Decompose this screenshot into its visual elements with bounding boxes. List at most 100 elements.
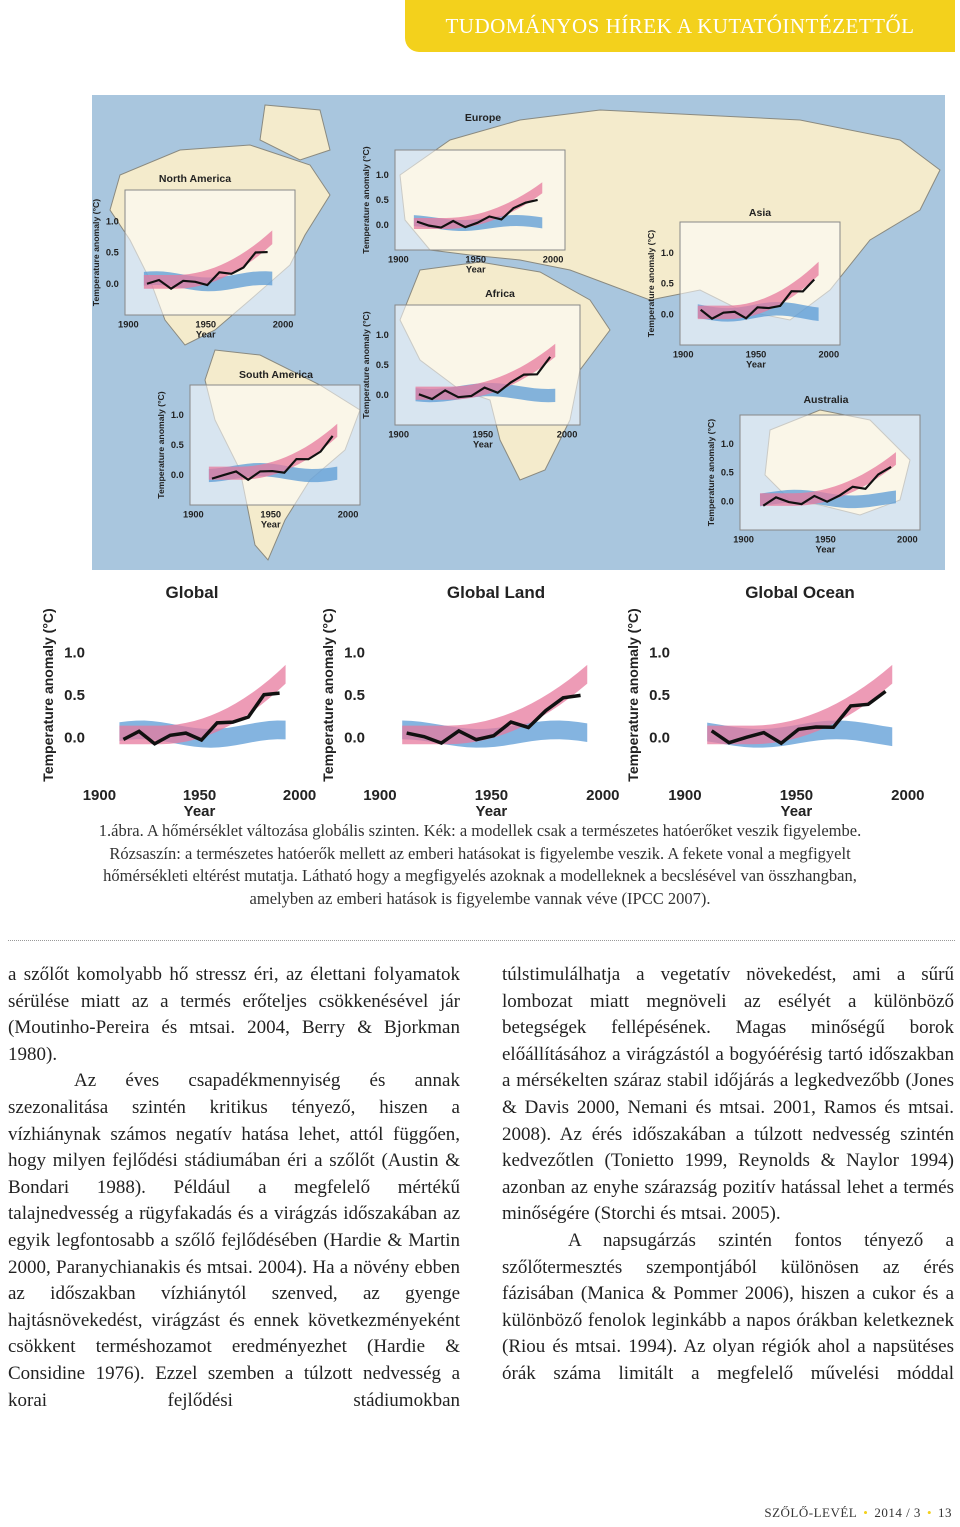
caption-line: 1.ábra. A hőmérséklet változása globális… xyxy=(98,821,862,840)
separator xyxy=(8,940,955,941)
model-band xyxy=(143,230,273,289)
y-tick-label: 0.0 xyxy=(376,390,389,400)
panel-frame xyxy=(680,610,925,780)
observed-line xyxy=(418,356,552,401)
caption: 1.ábra. A hőmérséklet változása globális… xyxy=(10,820,950,910)
y-axis-label: Temperature anomaly (°C) xyxy=(625,608,641,781)
y-tick-label: 1.0 xyxy=(376,330,389,340)
bullet: • xyxy=(926,1505,932,1520)
y-tick-label: 0.0 xyxy=(661,309,674,319)
panel-title: Australia xyxy=(803,394,848,406)
x-axis-label: Year xyxy=(184,803,216,820)
y-axis-label: Temperature anomaly (°C) xyxy=(91,199,101,307)
y-axis-label: Temperature anomaly (°C) xyxy=(646,230,656,338)
panel-title: North America xyxy=(159,173,231,185)
panel-frame xyxy=(375,610,620,780)
x-tick-label: 1900 xyxy=(388,254,409,264)
x-tick-label: 2000 xyxy=(557,429,578,439)
x-tick-label: 2000 xyxy=(338,509,359,519)
x-tick-label: 1900 xyxy=(363,787,396,804)
x-tick-label: 1900 xyxy=(668,787,701,804)
y-tick-label: 0.5 xyxy=(106,248,119,258)
observed-line xyxy=(122,691,280,746)
panel-frame xyxy=(95,610,315,780)
x-tick-label: 1900 xyxy=(388,429,409,439)
x-tick-label: 2000 xyxy=(543,254,564,264)
x-tick-label: 1950 xyxy=(780,787,813,804)
x-axis-label: Year xyxy=(473,439,493,449)
caption-line: amelyben az emberi hatások is figyelembe… xyxy=(249,888,711,908)
x-axis-label: Year xyxy=(196,329,216,339)
caption-line: Rózsaszín: a természetes hatóerők mellet… xyxy=(109,843,851,863)
bullet: • xyxy=(863,1505,869,1520)
panel-title: Global Ocean xyxy=(745,583,855,602)
observed-line xyxy=(699,278,816,321)
panel-title: Asia xyxy=(749,207,771,219)
x-tick-label: 2000 xyxy=(891,787,924,804)
observed-line xyxy=(146,250,268,291)
x-tick-label: 2000 xyxy=(586,787,619,804)
y-axis-label: Temperature anomaly (°C) xyxy=(361,146,371,254)
x-tick-label: 1950 xyxy=(473,429,494,439)
x-axis-label: Year xyxy=(466,264,486,274)
panel-frame xyxy=(394,149,566,251)
figure: North America 1.0 0.5 0.0 1900 1950 2000 Year Te… xyxy=(40,95,945,820)
panel-frame xyxy=(124,189,296,316)
panel-frame xyxy=(679,221,841,346)
y-tick-label: 0.0 xyxy=(649,730,670,747)
x-tick-label: 1950 xyxy=(475,787,508,804)
paragraph: a szőlőt komolyabb hő stressz éri, az él… xyxy=(8,964,460,1065)
x-tick-label: 1950 xyxy=(465,254,486,264)
x-axis-label: Year xyxy=(261,519,281,529)
y-tick-label: 0.5 xyxy=(661,279,674,289)
observed-line xyxy=(406,693,581,746)
panel-title: Global Land xyxy=(447,583,545,602)
x-tick-label: 1900 xyxy=(673,349,694,359)
y-tick-label: 0.5 xyxy=(376,360,389,370)
left-column: a szőlőt komolyabb hő stressz éri, az él… xyxy=(8,962,460,1414)
x-tick-label: 1950 xyxy=(746,349,767,359)
y-axis-label: Temperature anomaly (°C) xyxy=(361,311,371,419)
y-axis-label: Temperature anomaly (°C) xyxy=(320,608,336,781)
y-tick-label: 0.5 xyxy=(721,468,734,478)
issue: 2014 / 3 xyxy=(874,1505,921,1520)
y-tick-label: 0.0 xyxy=(721,496,734,506)
model-band xyxy=(759,452,896,506)
x-axis-label: Year xyxy=(476,803,508,820)
y-tick-label: 1.0 xyxy=(106,216,119,226)
header-title: TUDOMÁNYOS HÍREK A KUTATÓINTÉZETTŐL xyxy=(405,0,955,52)
observed-line xyxy=(416,198,538,229)
x-tick-label: 1950 xyxy=(815,534,836,544)
x-tick-label: 1950 xyxy=(195,319,216,329)
paragraph: A napsugárzás szintén fontos tényező a s… xyxy=(502,1229,954,1384)
y-tick-label: 0.5 xyxy=(376,195,389,205)
y-tick-label: 1.0 xyxy=(344,645,365,662)
x-axis-label: Year xyxy=(816,544,836,554)
x-tick-label: 1900 xyxy=(118,319,139,329)
x-tick-label: 2000 xyxy=(283,787,316,804)
panel-frame xyxy=(189,384,361,506)
y-tick-label: 0.0 xyxy=(344,730,365,747)
y-tick-label: 1.0 xyxy=(64,645,85,662)
panel-title: Global xyxy=(166,583,219,602)
y-tick-label: 0.5 xyxy=(64,687,85,704)
y-tick-label: 0.5 xyxy=(344,687,365,704)
footer: SZŐLŐ-LEVÉL • 2014 / 3 • 13 xyxy=(764,1505,952,1521)
journal: SZŐLŐ-LEVÉL xyxy=(764,1505,858,1520)
x-tick-label: 1900 xyxy=(733,534,754,544)
model-band xyxy=(119,664,286,745)
y-axis-label: Temperature anomaly (°C) xyxy=(40,608,56,781)
panel-title: South America xyxy=(239,369,313,381)
panel-title: Africa xyxy=(485,288,515,300)
y-tick-label: 1.0 xyxy=(661,248,674,258)
observed-line xyxy=(762,466,892,507)
right-column: túlstimulálhatja a vegetatív növekedést,… xyxy=(502,962,954,1388)
y-tick-label: 1.0 xyxy=(721,439,734,449)
caption-line: hőmérsékleti eltérést mutatja. Látható h… xyxy=(103,866,857,885)
paragraph: Az éves csapadékmennyiség és annak szezo… xyxy=(8,1070,460,1411)
y-tick-label: 1.0 xyxy=(649,645,670,662)
x-tick-label: 1950 xyxy=(183,787,216,804)
paragraph: túlstimulálhatja a vegetatív növekedést,… xyxy=(502,964,954,1225)
